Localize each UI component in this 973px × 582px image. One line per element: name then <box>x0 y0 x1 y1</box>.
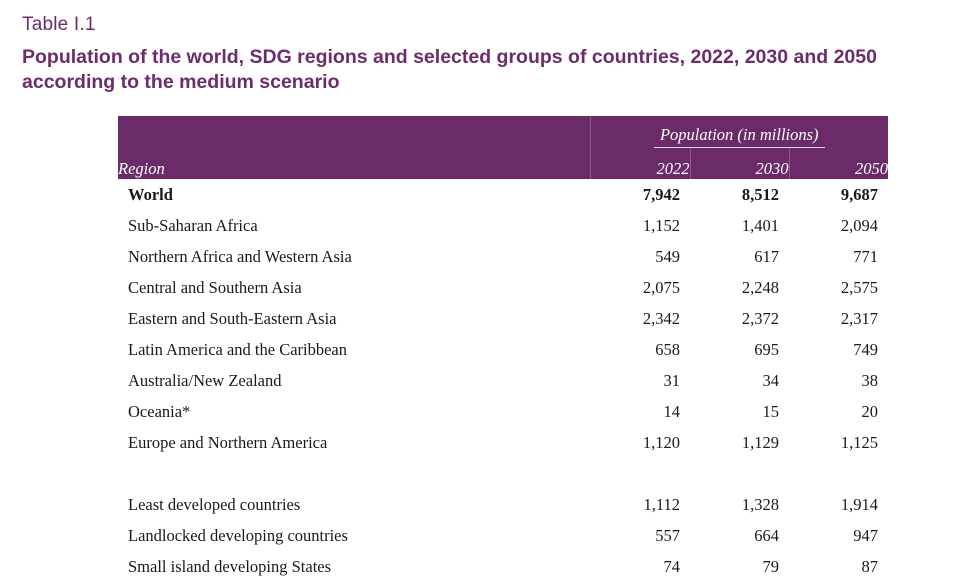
table-row: World 7,942 8,512 9,687 <box>118 179 888 210</box>
region-column-header: Region <box>118 116 590 179</box>
table-row: Central and Southern Asia 2,075 2,248 2,… <box>118 272 888 303</box>
group-name: Small island developing States <box>128 556 332 576</box>
value-2030: 2,248 <box>741 277 779 297</box>
value-2050: 947 <box>853 525 878 545</box>
value-2022: 31 <box>663 370 681 390</box>
value-2050: 38 <box>861 370 879 390</box>
value-2030: 2,372 <box>741 308 779 328</box>
value-2050: 87 <box>861 556 879 576</box>
value-2030: 1,401 <box>741 215 779 235</box>
table-row: Oceania* 14 15 20 <box>118 396 888 427</box>
value-2050: 9,687 <box>840 184 878 204</box>
table-title: Population of the world, SDG regions and… <box>22 46 877 93</box>
region-name: World <box>128 184 173 204</box>
year-header-2030: 2030 <box>689 148 789 179</box>
value-2030: 15 <box>762 401 780 421</box>
value-2050: 749 <box>853 339 878 359</box>
spacer-row <box>118 458 888 489</box>
value-2022: 7,942 <box>642 184 680 204</box>
spacer-cell <box>118 458 888 489</box>
value-2022: 557 <box>655 525 680 545</box>
table-row: Small island developing States 74 79 87 <box>118 551 888 582</box>
value-2030: 1,129 <box>741 432 779 452</box>
table-row: Australia/New Zealand 31 34 38 <box>118 365 888 396</box>
value-2030: 1,328 <box>741 494 779 514</box>
group-name: Least developed countries <box>128 494 301 514</box>
region-name: Oceania* <box>128 401 191 421</box>
value-2022: 1,120 <box>642 432 680 452</box>
table-row: Sub-Saharan Africa 1,152 1,401 2,094 <box>118 210 888 241</box>
region-name: Northern Africa and Western Asia <box>128 246 352 266</box>
table-label: Table I.1 <box>22 14 96 35</box>
value-2050: 20 <box>861 401 879 421</box>
table-row: Northern Africa and Western Asia 549 617… <box>118 241 888 272</box>
value-2030: 79 <box>762 556 780 576</box>
value-2030: 617 <box>754 246 779 266</box>
year-header-2050: 2050 <box>788 148 888 179</box>
year-header-2022: 2022 <box>589 148 690 179</box>
value-2022: 658 <box>655 339 680 359</box>
table-row: Least developed countries 1,112 1,328 1,… <box>118 489 888 520</box>
value-2022: 2,342 <box>642 308 680 328</box>
value-2050: 1,125 <box>840 432 878 452</box>
value-2022: 14 <box>663 401 681 421</box>
region-name: Australia/New Zealand <box>128 370 282 390</box>
value-2050: 771 <box>853 246 878 266</box>
table-row: Europe and Northern America 1,120 1,129 … <box>118 427 888 458</box>
region-name: Sub-Saharan Africa <box>128 215 258 235</box>
population-group-header: Population (in millions) <box>589 116 888 148</box>
value-2022: 549 <box>655 246 680 266</box>
population-group-label: Population (in millions) <box>653 125 825 148</box>
region-name: Eastern and South-Eastern Asia <box>128 308 337 328</box>
group-name: Landlocked developing countries <box>128 525 348 545</box>
value-2050: 1,914 <box>840 494 878 514</box>
value-2030: 34 <box>762 370 780 390</box>
region-name: Europe and Northern America <box>128 432 328 452</box>
value-2030: 695 <box>754 339 779 359</box>
table-row: Latin America and the Caribbean 658 695 … <box>118 334 888 365</box>
value-2050: 2,575 <box>840 277 878 297</box>
value-2030: 664 <box>754 525 779 545</box>
value-2050: 2,094 <box>840 215 878 235</box>
region-header-label: Region <box>118 159 165 178</box>
table-body: World 7,942 8,512 9,687 Sub-Saharan Afri… <box>118 179 888 582</box>
population-table: Region Population (in millions) 2022 203… <box>118 116 888 582</box>
table-header: Region Population (in millions) 2022 203… <box>118 116 888 179</box>
table-row: Landlocked developing countries 557 664 … <box>118 520 888 551</box>
value-2050: 2,317 <box>840 308 878 328</box>
value-2022: 1,152 <box>642 215 680 235</box>
table-row: Eastern and South-Eastern Asia 2,342 2,3… <box>118 303 888 334</box>
region-name: Latin America and the Caribbean <box>128 339 347 359</box>
region-name: Central and Southern Asia <box>128 277 302 297</box>
value-2030: 8,512 <box>741 184 779 204</box>
value-2022: 1,112 <box>643 494 680 514</box>
value-2022: 2,075 <box>642 277 680 297</box>
value-2022: 74 <box>663 556 681 576</box>
